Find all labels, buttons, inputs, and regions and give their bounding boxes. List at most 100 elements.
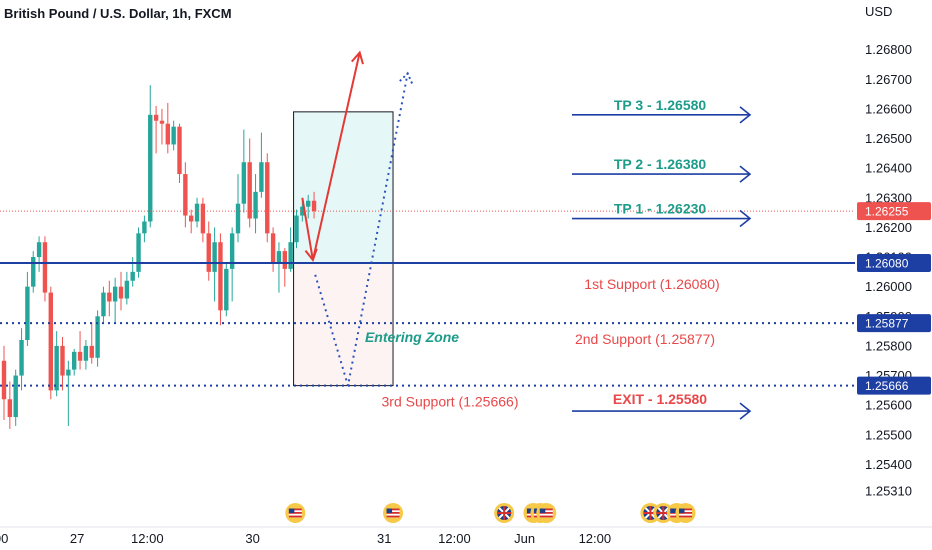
- candle-body: [300, 206, 305, 216]
- candle-body: [7, 399, 13, 418]
- candle-body: [200, 203, 206, 234]
- flag-stripe: [288, 515, 302, 518]
- dotted-projection-path: [314, 73, 409, 386]
- candle-body: [276, 251, 282, 263]
- candle-body: [259, 162, 264, 192]
- candle-body: [253, 191, 258, 219]
- flag-canton: [526, 508, 533, 513]
- candle-body: [54, 345, 59, 391]
- candle-body: [218, 242, 223, 311]
- candle: [25, 271, 30, 346]
- us-flag-icon: [383, 503, 404, 523]
- candle: [95, 310, 100, 367]
- x-tick-label: Jun: [514, 531, 535, 546]
- candle-body: [224, 268, 229, 311]
- candle: [200, 197, 206, 243]
- candle: [112, 277, 118, 323]
- candle-body: [142, 221, 147, 234]
- candle: [253, 174, 258, 234]
- flag-stripe: [386, 515, 400, 518]
- annotations-layer: TP 3 - 1.26580 TP 2 - 1.26380 TP 1 - 1.262…: [365, 97, 752, 420]
- candle: [89, 322, 94, 364]
- flag-stripe: [386, 508, 400, 511]
- annotation-label: 2nd Support (1.25877): [575, 331, 715, 347]
- price-badge: [857, 253, 931, 272]
- chart-title: British Pound / U.S. Dollar, 1h, FXCM: [4, 6, 232, 21]
- candle: [42, 236, 48, 302]
- candle: [148, 85, 153, 228]
- candle-body: [148, 114, 153, 222]
- candle-body: [282, 251, 287, 269]
- candle-body: [189, 215, 194, 222]
- candle: [194, 197, 200, 228]
- candle: [136, 227, 141, 278]
- projection-paths-layer: [301, 50, 413, 386]
- dotted-path-end-arrow: [399, 71, 413, 84]
- us-flag-icon: [675, 503, 696, 523]
- candle-body: [13, 375, 18, 418]
- candle-body: [66, 369, 71, 376]
- candle: [206, 221, 211, 281]
- flag-canton: [288, 508, 295, 513]
- zone-layer: [293, 111, 394, 387]
- us-flag-icon: [536, 503, 557, 523]
- currency-label: USD: [865, 4, 892, 19]
- candle-body: [183, 174, 188, 216]
- candle: [189, 209, 194, 234]
- candle: [13, 369, 18, 426]
- candle: [212, 227, 217, 302]
- annotation-label: TP 1 - 1.26230: [614, 201, 707, 217]
- candle: [171, 120, 176, 151]
- x-tick-label: 31: [377, 531, 391, 546]
- candle: [83, 340, 89, 370]
- candle-body: [241, 162, 247, 204]
- y-tick-label: 1.26700: [865, 72, 912, 87]
- candle: [159, 108, 165, 145]
- y-tick-label: 1.26800: [865, 42, 912, 57]
- flag-canton: [679, 508, 685, 513]
- us-flag-icon: [285, 503, 306, 523]
- candle-body: [107, 292, 112, 302]
- candle: [224, 262, 229, 317]
- price-badge-label: 1.25666: [865, 379, 909, 393]
- candle-body: [77, 351, 83, 361]
- candle-body: [48, 292, 53, 391]
- candle-body: [112, 286, 118, 302]
- candle-body: [206, 233, 211, 272]
- price-axis[interactable]: USD 1.26800 1.26700 1.26600 1.26500 1.26400 1.…: [857, 4, 931, 499]
- uk-flag-icon: [494, 503, 515, 523]
- candle-body: [265, 162, 270, 234]
- candle-body: [212, 242, 217, 272]
- y-tick-label: 1.26400: [865, 161, 912, 176]
- time-axis[interactable]: 00 27 12:00 30 31 12:00 Jun 12:00: [0, 526, 932, 546]
- candle: [229, 227, 235, 302]
- y-tick-label: 1.25600: [865, 398, 912, 413]
- flag-stripe: [539, 512, 553, 514]
- entering-zone-box: [293, 262, 394, 387]
- candle-body: [31, 257, 36, 287]
- candle: [311, 191, 317, 219]
- candle: [259, 132, 264, 198]
- price-badge-label: 1.25877: [865, 317, 909, 331]
- y-tick-label: 1.26000: [865, 279, 912, 294]
- candle-body: [118, 286, 124, 299]
- flag-stripe: [679, 508, 693, 511]
- candle: [247, 138, 252, 228]
- flag-stripe: [539, 508, 553, 511]
- y-tick-label: 1.25400: [865, 457, 912, 472]
- candle-body: [36, 242, 42, 258]
- y-tick-label: 1.26600: [865, 101, 912, 116]
- candle: [19, 328, 24, 391]
- candle: [1, 345, 7, 420]
- annotation-arrow-head: [739, 106, 752, 124]
- candle: [265, 153, 270, 243]
- annotation-label: 3rd Support (1.25666): [382, 394, 519, 410]
- candle-body: [101, 292, 106, 317]
- candle: [235, 174, 241, 243]
- candle: [288, 227, 293, 272]
- price-lines-layer: [0, 210, 855, 387]
- candle: [142, 215, 147, 243]
- candle-body: [19, 340, 24, 376]
- annotation-label: TP 2 - 1.26380: [614, 156, 707, 172]
